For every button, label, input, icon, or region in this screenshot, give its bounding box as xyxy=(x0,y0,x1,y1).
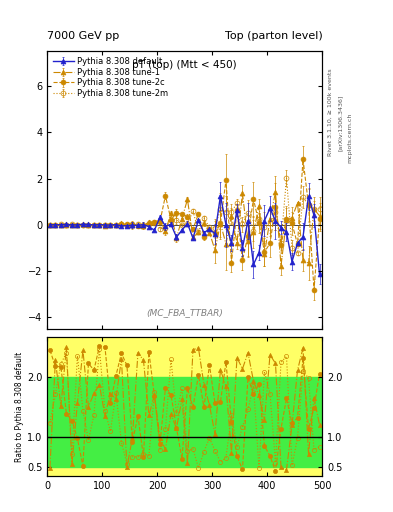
Legend: Pythia 8.308 default, Pythia 8.308 tune-1, Pythia 8.308 tune-2c, Pythia 8.308 tu: Pythia 8.308 default, Pythia 8.308 tune-… xyxy=(51,55,170,100)
Text: 7000 GeV pp: 7000 GeV pp xyxy=(47,31,119,41)
Text: (MC_FBA_TTBAR): (MC_FBA_TTBAR) xyxy=(146,308,223,317)
Text: Top (parton level): Top (parton level) xyxy=(224,31,322,41)
Text: pT (top) (Mtt < 450): pT (top) (Mtt < 450) xyxy=(132,59,237,70)
Bar xyxy=(47,337,322,476)
Y-axis label: Ratio to Pythia 8.308 default: Ratio to Pythia 8.308 default xyxy=(15,352,24,462)
Text: mcplots.cern.ch: mcplots.cern.ch xyxy=(347,113,352,163)
Text: [arXiv:1306.3436]: [arXiv:1306.3436] xyxy=(338,95,343,151)
Bar xyxy=(47,376,322,467)
Text: Rivet 3.1.10, ≥ 100k events: Rivet 3.1.10, ≥ 100k events xyxy=(328,69,333,157)
